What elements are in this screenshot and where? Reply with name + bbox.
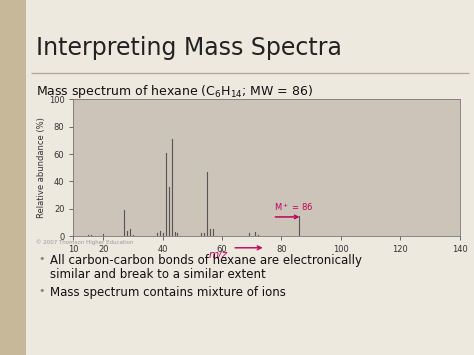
Text: •: • (39, 254, 46, 264)
Text: similar and break to a similar extent: similar and break to a similar extent (50, 268, 265, 281)
Text: •: • (39, 286, 46, 296)
Y-axis label: Relative abundance (%): Relative abundance (%) (37, 117, 46, 218)
Text: Interpreting Mass Spectra: Interpreting Mass Spectra (36, 36, 341, 60)
Text: © 2007 Thomson Higher Education: © 2007 Thomson Higher Education (36, 240, 133, 245)
Text: Mass spectrum contains mixture of ions: Mass spectrum contains mixture of ions (50, 286, 286, 299)
Text: M$^+$ = 86: M$^+$ = 86 (274, 201, 313, 213)
Text: Mass spectrum of hexane (C$_6$H$_{14}$; MW = 86): Mass spectrum of hexane (C$_6$H$_{14}$; … (36, 83, 312, 100)
Text: m/z: m/z (209, 250, 228, 260)
Text: All carbon-carbon bonds of hexane are electronically: All carbon-carbon bonds of hexane are el… (50, 254, 362, 267)
